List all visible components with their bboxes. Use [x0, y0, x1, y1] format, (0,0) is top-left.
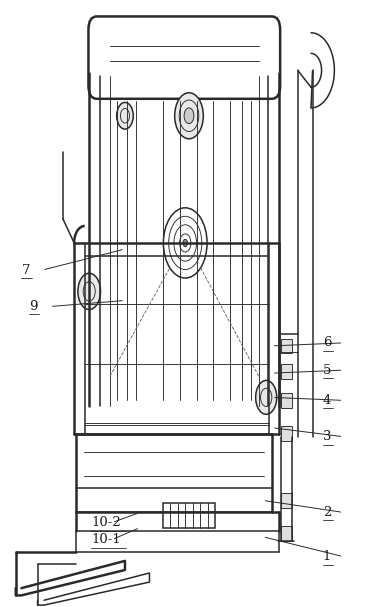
Bar [163, 503, 215, 527]
Circle shape [78, 273, 101, 310]
Text: 10-2: 10-2 [91, 516, 121, 529]
Bar [281, 493, 292, 507]
Bar [281, 526, 292, 541]
Text: 4: 4 [323, 394, 331, 407]
Circle shape [256, 381, 277, 415]
Text: 6: 6 [323, 336, 331, 350]
Circle shape [117, 103, 133, 129]
Bar [281, 364, 292, 379]
Bar [281, 339, 292, 353]
Bar [281, 427, 292, 441]
Text: 5: 5 [323, 364, 331, 376]
Text: 1: 1 [323, 550, 331, 563]
Circle shape [183, 239, 187, 246]
Text: 2: 2 [323, 506, 331, 519]
Text: 7: 7 [22, 263, 30, 277]
Bar [281, 393, 292, 408]
Text: 3: 3 [323, 430, 331, 443]
Circle shape [175, 93, 203, 139]
Text: 9: 9 [29, 300, 37, 313]
Circle shape [184, 108, 194, 124]
Text: 10-1: 10-1 [91, 533, 121, 546]
